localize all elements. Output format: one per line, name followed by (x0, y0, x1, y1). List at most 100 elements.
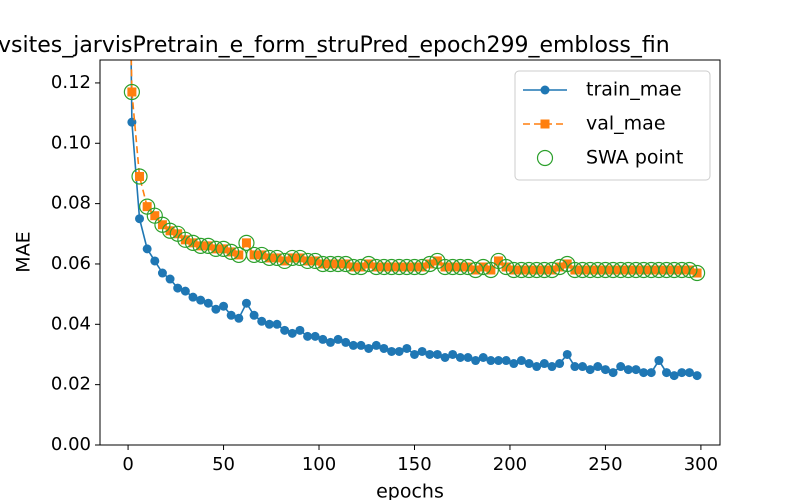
marker (310, 331, 320, 341)
marker (325, 337, 335, 347)
marker (223, 243, 240, 260)
marker (131, 168, 148, 185)
marker (280, 256, 290, 266)
marker (360, 255, 377, 273)
marker (387, 346, 397, 356)
x-tick-label: 0 (122, 454, 133, 475)
marker (494, 356, 504, 366)
x-tick-label: 100 (302, 454, 336, 475)
y-tick-label: 0.10 (51, 132, 91, 153)
marker (245, 246, 263, 264)
marker (662, 368, 672, 378)
marker (127, 87, 137, 97)
marker (486, 265, 496, 275)
marker (257, 316, 267, 326)
marker (578, 362, 588, 372)
marker (287, 328, 297, 338)
marker (532, 362, 542, 372)
marker (421, 255, 438, 273)
marker (684, 368, 694, 378)
marker (261, 249, 278, 267)
marker (188, 238, 198, 248)
marker (150, 256, 160, 266)
marker (432, 349, 442, 359)
marker (555, 262, 565, 272)
marker (371, 340, 381, 350)
marker (425, 349, 435, 359)
x-tick-label: 250 (588, 454, 622, 475)
marker (295, 325, 305, 335)
marker (219, 301, 229, 311)
marker (478, 353, 488, 362)
marker (692, 268, 702, 278)
y-tick-label: 0.00 (51, 434, 91, 455)
legend-marker (540, 119, 550, 129)
marker (337, 255, 354, 273)
x-axis-label: epochs (376, 481, 444, 500)
marker (673, 261, 690, 279)
marker (414, 258, 431, 276)
marker (180, 286, 190, 296)
marker (623, 365, 633, 375)
marker (348, 340, 358, 350)
x-tick-label: 150 (397, 454, 431, 475)
marker (307, 252, 324, 270)
marker (425, 259, 435, 269)
marker (608, 368, 618, 378)
legend-label: train_mae (586, 79, 682, 101)
marker (631, 365, 641, 375)
marker (471, 356, 481, 366)
marker (536, 261, 553, 279)
marker (543, 261, 561, 279)
marker (364, 343, 374, 353)
marker (280, 325, 290, 335)
marker (585, 365, 595, 375)
marker (188, 292, 198, 302)
marker (226, 310, 236, 320)
marker (264, 319, 274, 329)
y-tick-label: 0.02 (51, 374, 91, 395)
marker (516, 356, 526, 366)
marker (142, 202, 152, 212)
marker (180, 235, 190, 245)
y-tick-label: 0.06 (51, 253, 91, 274)
marker (639, 368, 649, 378)
marker (688, 264, 706, 282)
marker (593, 362, 603, 372)
marker (669, 371, 679, 381)
y-axis-label: MAE (13, 231, 35, 272)
marker (547, 362, 557, 372)
marker (402, 343, 412, 353)
marker (226, 247, 236, 257)
x-tick-label: 300 (684, 454, 718, 475)
marker (234, 250, 244, 260)
marker (238, 234, 255, 251)
marker (501, 356, 511, 366)
marker (135, 171, 145, 181)
marker (616, 362, 626, 372)
marker (157, 220, 167, 230)
marker (478, 262, 488, 272)
marker (452, 258, 469, 276)
marker (409, 349, 419, 359)
marker (173, 283, 183, 293)
marker (692, 371, 702, 381)
marker (249, 310, 259, 320)
marker (406, 258, 423, 276)
x-tick-label: 200 (493, 454, 527, 475)
marker (364, 259, 374, 269)
marker (234, 313, 244, 323)
marker (555, 359, 565, 369)
chart-title: vsites_jarvisPretrain_e_form_struPred_ep… (0, 33, 670, 58)
marker (142, 244, 152, 254)
marker (165, 274, 175, 284)
marker (318, 334, 328, 344)
marker (345, 258, 362, 276)
marker (524, 359, 534, 369)
marker (551, 258, 568, 276)
marker (272, 319, 282, 329)
y-tick-label: 0.08 (51, 193, 91, 214)
marker (150, 211, 160, 221)
marker (299, 252, 316, 270)
legend-label: val_mae (586, 113, 666, 135)
